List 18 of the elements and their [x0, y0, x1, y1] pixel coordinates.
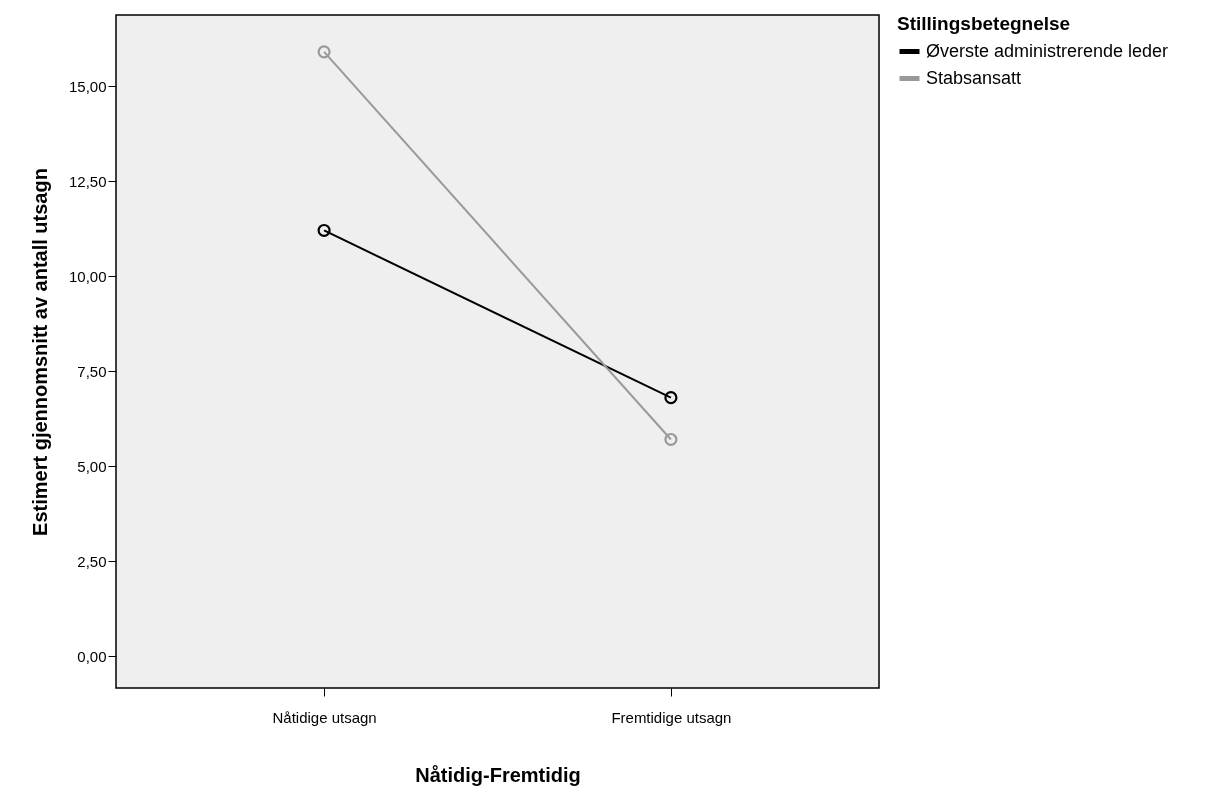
point: [664, 391, 678, 405]
y-tick-label: 5,00: [77, 457, 107, 475]
y-tick-label: 0,00: [77, 647, 107, 665]
legend-label: Stabsansatt: [926, 67, 1022, 88]
x-tick-label: Nåtidige utsagn: [272, 708, 377, 726]
point: [317, 223, 331, 238]
y-tick-label: 10,00: [68, 267, 107, 285]
y-tick-label: 2,50: [77, 552, 107, 570]
legend-title: Stillingsbetegnelse: [897, 13, 1071, 34]
y-tick-label: 15,00: [68, 77, 107, 95]
point: [317, 45, 331, 59]
x-tick-label: Fremtidige utsagn: [611, 708, 732, 726]
legend-label: Øverste administrerende leder: [926, 40, 1169, 61]
x-axis-title: Nåtidig-Fremtidig: [415, 763, 581, 786]
point: [664, 432, 678, 447]
y-tick-label: 12,50: [68, 172, 107, 190]
y-axis-title: Estimert gjennomsnitt av antall utsagn: [28, 168, 51, 536]
y-tick-label: 7,50: [77, 362, 107, 380]
